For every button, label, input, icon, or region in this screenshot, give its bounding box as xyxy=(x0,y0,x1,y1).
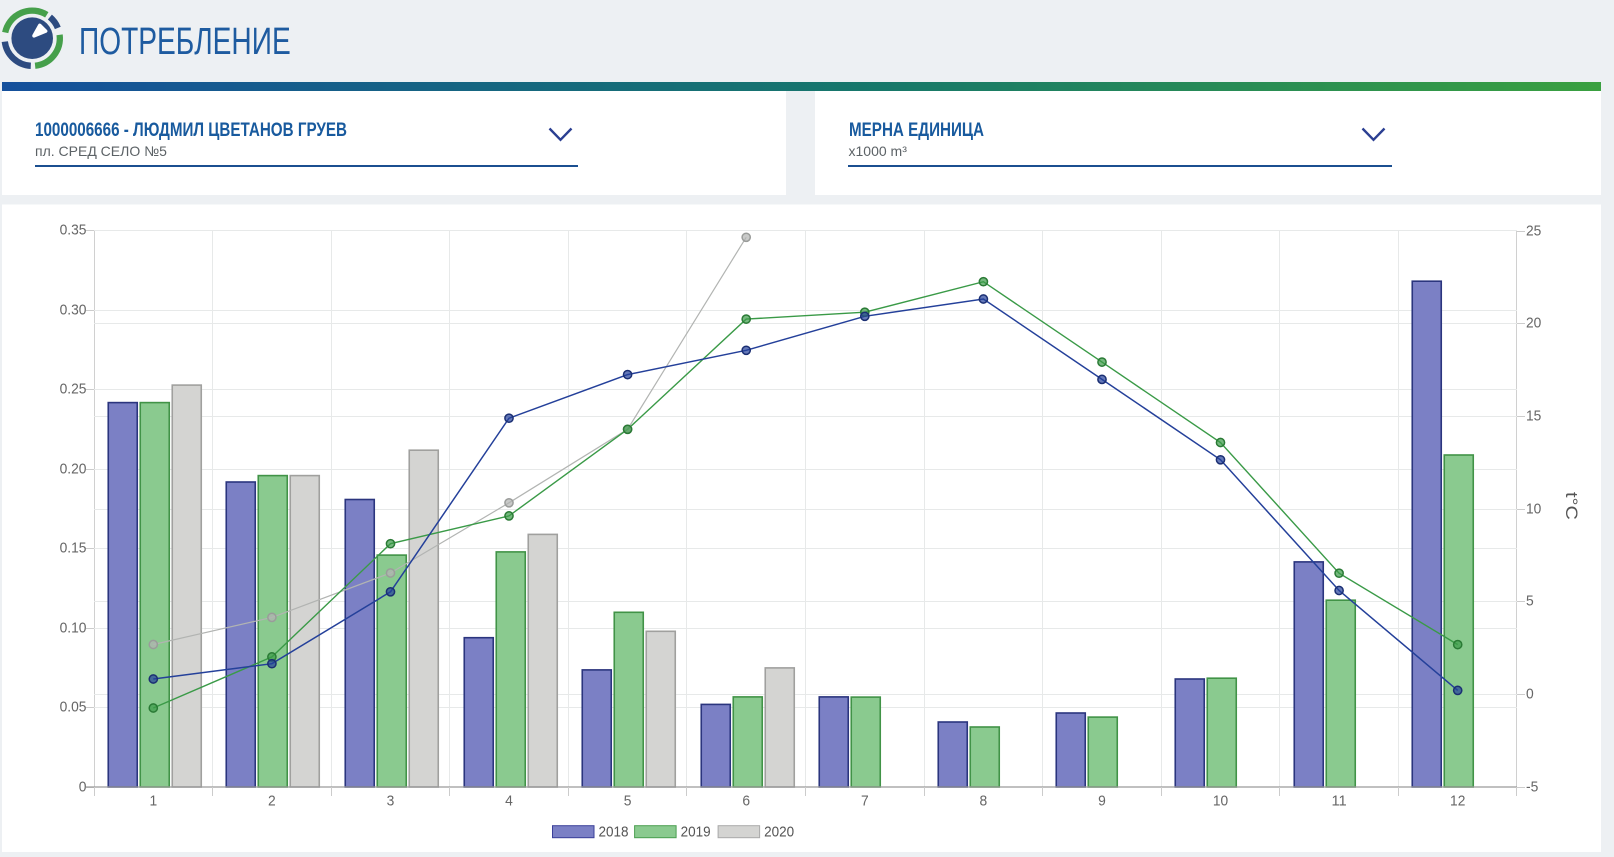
svg-text:0: 0 xyxy=(79,778,87,795)
svg-text:20: 20 xyxy=(1526,314,1541,331)
svg-text:0: 0 xyxy=(1526,685,1534,702)
svg-text:15: 15 xyxy=(1526,407,1541,424)
svg-text:t°C: t°C xyxy=(1562,492,1580,520)
svg-text:1: 1 xyxy=(149,792,157,809)
svg-text:5: 5 xyxy=(1526,592,1534,609)
svg-text:2: 2 xyxy=(268,792,276,809)
svg-text:0.15: 0.15 xyxy=(60,539,87,556)
svg-text:-5: -5 xyxy=(1526,778,1538,795)
svg-text:5: 5 xyxy=(624,792,632,809)
svg-text:0.05: 0.05 xyxy=(60,698,87,715)
svg-text:0.20: 0.20 xyxy=(60,460,87,477)
svg-text:0.25: 0.25 xyxy=(60,380,87,397)
svg-text:3: 3 xyxy=(387,792,395,809)
svg-text:12: 12 xyxy=(1450,792,1465,809)
svg-text:10: 10 xyxy=(1526,500,1541,517)
svg-text:11: 11 xyxy=(1331,792,1346,809)
svg-text:8: 8 xyxy=(980,792,988,809)
svg-text:7: 7 xyxy=(861,792,869,809)
svg-text:0.10: 0.10 xyxy=(60,619,87,636)
svg-text:0.30: 0.30 xyxy=(60,301,87,318)
svg-text:0.35: 0.35 xyxy=(60,221,87,238)
svg-text:9: 9 xyxy=(1098,792,1106,809)
svg-text:2018: 2018 xyxy=(599,823,629,840)
svg-text:2020: 2020 xyxy=(764,823,794,840)
svg-text:6: 6 xyxy=(742,792,750,809)
svg-text:25: 25 xyxy=(1526,222,1541,239)
svg-text:2019: 2019 xyxy=(681,823,711,840)
svg-text:10: 10 xyxy=(1213,792,1228,809)
svg-text:4: 4 xyxy=(505,792,513,809)
